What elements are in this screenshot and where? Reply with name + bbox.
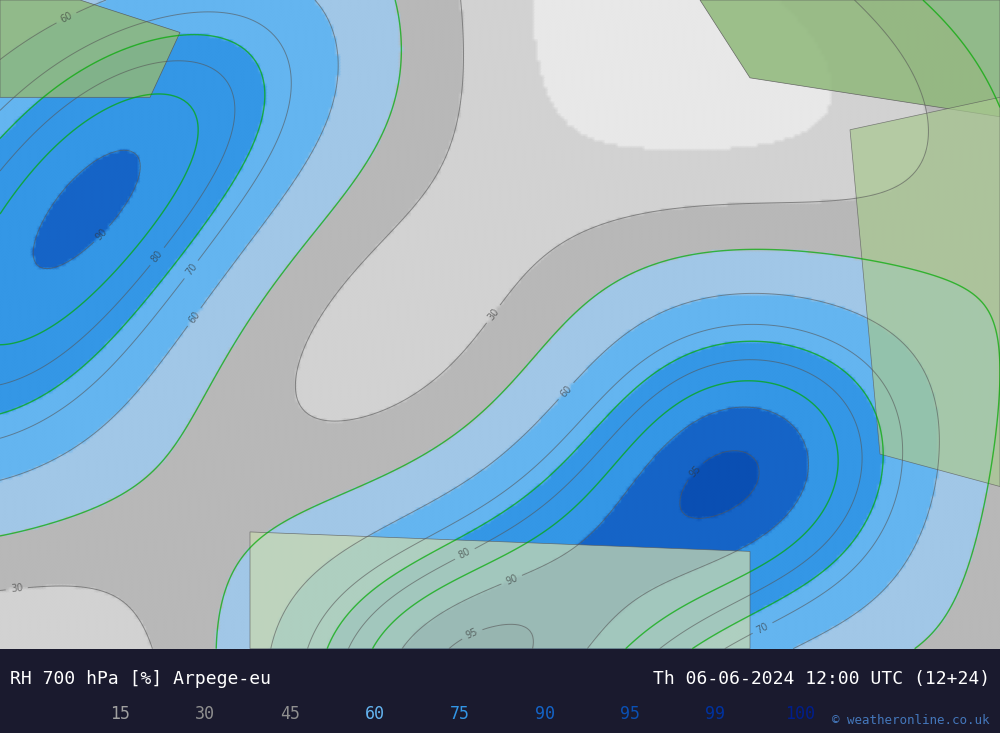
- Text: 95: 95: [464, 627, 480, 641]
- Text: 90: 90: [535, 705, 555, 723]
- Text: 60: 60: [59, 10, 74, 25]
- Text: 99: 99: [705, 705, 725, 723]
- Text: 95: 95: [620, 705, 640, 723]
- Text: 30: 30: [10, 583, 23, 594]
- Text: 70: 70: [755, 621, 770, 636]
- Text: 15: 15: [110, 705, 130, 723]
- Polygon shape: [0, 0, 180, 97]
- Text: 75: 75: [450, 705, 470, 723]
- Text: 80: 80: [457, 547, 473, 561]
- Text: Th 06-06-2024 12:00 UTC (12+24): Th 06-06-2024 12:00 UTC (12+24): [653, 670, 990, 688]
- Text: 30: 30: [486, 306, 501, 322]
- Text: 60: 60: [558, 383, 574, 399]
- Text: 60: 60: [187, 309, 202, 325]
- Text: © weatheronline.co.uk: © weatheronline.co.uk: [832, 714, 990, 727]
- Text: 90: 90: [94, 226, 110, 242]
- Text: 70: 70: [183, 262, 199, 278]
- Text: 80: 80: [149, 248, 165, 265]
- Text: 95: 95: [687, 463, 703, 479]
- Polygon shape: [850, 97, 1000, 487]
- Text: 100: 100: [785, 705, 815, 723]
- Text: 30: 30: [195, 705, 215, 723]
- Text: RH 700 hPa [%] Arpege-eu: RH 700 hPa [%] Arpege-eu: [10, 670, 271, 688]
- Polygon shape: [250, 532, 750, 649]
- Text: 45: 45: [280, 705, 300, 723]
- Text: 90: 90: [504, 572, 519, 586]
- Text: 60: 60: [365, 705, 385, 723]
- Polygon shape: [700, 0, 1000, 117]
